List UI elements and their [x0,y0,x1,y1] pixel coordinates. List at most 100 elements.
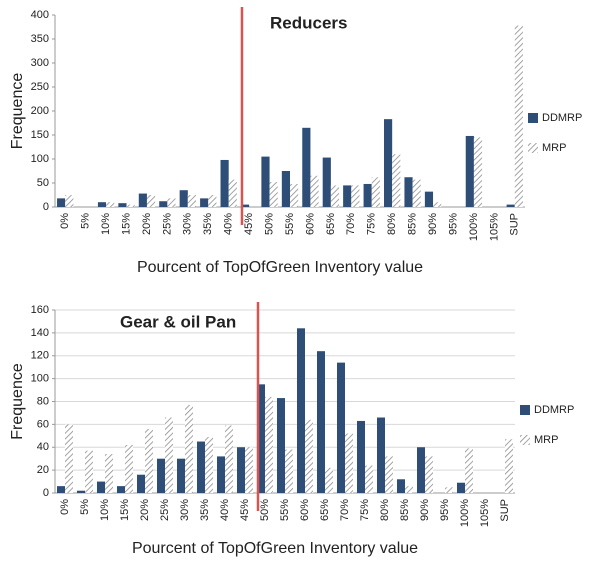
y-tick-label: 50 [37,177,49,189]
x-tick-label: 45% [239,499,251,521]
x-tick-label: 50% [263,213,275,235]
bar [205,436,213,493]
bar [330,185,340,207]
y-axis-title: Frequence [9,363,26,440]
x-tick-label: 85% [399,499,411,521]
x-tick-label: 105% [488,213,500,241]
x-axis-title: Pourcent of TopOfGreen Inventory value [132,540,418,557]
bar [165,417,173,493]
bar [77,490,85,493]
y-tick-label: 100 [31,373,49,385]
x-tick-label: 80% [379,499,391,521]
legend-label: MRP [542,142,566,154]
x-tick-label: 30% [182,213,194,235]
y-tick-label: 160 [31,304,49,316]
legend-label: DDMRP [534,404,574,416]
bar [179,190,188,207]
bar [177,458,185,493]
bar [357,420,365,493]
legend-swatch [520,405,530,415]
x-tick-label: 35% [199,499,211,521]
x-tick-label: 0% [59,213,71,229]
bar [220,159,229,207]
x-tick-label: 20% [141,213,153,235]
bar [465,448,473,493]
bar [277,398,285,493]
x-tick-label: 15% [119,499,131,521]
bar [197,441,205,493]
bar [57,486,65,493]
x-tick-label: 80% [386,213,398,235]
x-tick-label: 75% [366,213,378,235]
bar [302,127,311,207]
bar [245,447,253,493]
bar [187,195,196,207]
x-tick-label: 60% [304,213,316,235]
bar [157,458,165,493]
x-tick-label: 35% [202,213,214,235]
bar [85,450,93,493]
bar [465,135,474,207]
bar [345,433,353,493]
x-tick-label: 40% [219,499,231,521]
x-tick-label: 90% [427,213,439,235]
y-tick-label: 350 [31,33,49,45]
bar [208,195,217,207]
bar [317,351,325,493]
x-tick-label: 20% [139,499,151,521]
bar [257,384,265,493]
bar [371,177,380,207]
x-tick-label: 65% [319,499,331,521]
x-tick-label: 95% [447,213,459,235]
bar [269,182,278,207]
bar [118,203,127,207]
x-tick-label: 30% [179,499,191,521]
bar [425,456,433,493]
y-tick-label: 120 [31,350,49,362]
bar [505,439,513,493]
x-tick-label: 0% [59,499,71,515]
y-tick-label: 20 [37,464,49,476]
bar [225,425,233,493]
bar [363,183,372,207]
x-tick-label: 5% [80,213,92,229]
x-tick-label: 10% [100,213,112,235]
bar [305,419,313,493]
y-tick-label: 100 [31,153,49,165]
bar [405,486,413,493]
x-tick-label: 40% [223,213,235,235]
bar [424,191,434,207]
bar [146,195,156,207]
x-tick-label: 60% [299,499,311,521]
bar [125,444,133,493]
bar [325,467,333,493]
x-tick-label: 85% [407,213,419,235]
y-tick-label: 140 [31,327,49,339]
x-tick-label: 10% [99,499,111,521]
legend-swatch [520,435,530,445]
bar [473,137,483,207]
bar [506,204,515,207]
legend-label: MRP [534,434,558,446]
bar [310,175,319,207]
y-tick-label: 200 [31,105,49,117]
x-tick-label: 55% [279,499,291,521]
x-tick-label: 45% [243,213,255,235]
legend-swatch [528,113,538,123]
bar [200,198,209,207]
bar [445,487,453,493]
x-tick-label: 70% [345,213,357,235]
x-axis-title: Pourcent of TopOfGreen Inventory value [137,259,423,276]
x-tick-label: 100% [468,213,480,241]
bar [106,202,115,207]
bar [138,193,147,207]
bar [404,177,413,207]
bar [285,449,293,493]
bar [397,479,405,493]
x-tick-label: 15% [120,213,132,235]
bar [240,204,250,207]
bar [57,198,66,207]
y-tick-label: 0 [43,487,49,499]
x-tick-label: SUP [509,213,521,236]
x-tick-label: 90% [419,499,431,521]
